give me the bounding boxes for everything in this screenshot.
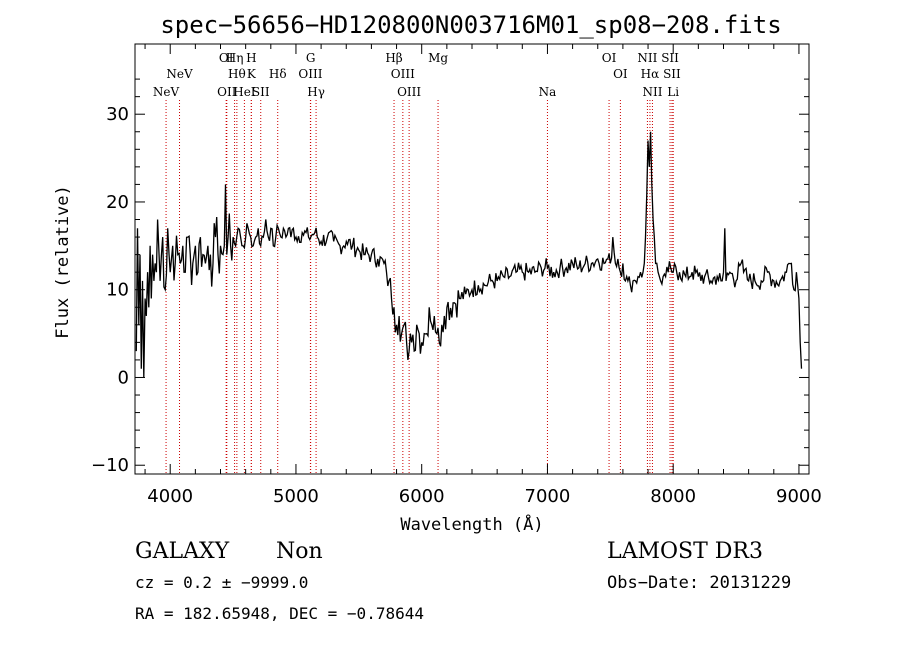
y-tick-label: 20: [106, 192, 129, 213]
emission-line-label: Hγ: [307, 85, 325, 99]
emission-line-label: Hη: [226, 51, 244, 65]
emission-line-label: K: [247, 67, 257, 81]
emission-line-label: OII: [217, 85, 237, 99]
y-tick-label: 10: [106, 280, 129, 301]
y-tick-label: 30: [106, 104, 129, 125]
emission-line-label: NeV: [166, 67, 193, 81]
object-subclass: Non: [276, 539, 323, 564]
y-axis-label: Flux (relative): [53, 185, 73, 339]
axis-ticks: [135, 44, 809, 474]
emission-line-label: SII: [661, 51, 679, 65]
emission-line-label: Na: [539, 85, 557, 99]
emission-line-label: OIII: [298, 67, 322, 81]
cz-value: cz = 0.2 ± −9999.0: [135, 573, 308, 592]
emission-line-label: H: [246, 51, 256, 65]
axis-tick-labels: 4000 5000 6000 7000 8000 9000 −10 0 10 20 30: [91, 104, 822, 507]
survey-name: LAMOST DR3: [607, 539, 763, 564]
emission-line-label: SII: [252, 85, 270, 99]
emission-line-label: OIII: [397, 85, 421, 99]
x-tick-label: 8000: [650, 486, 696, 507]
y-tick-label: 0: [118, 367, 129, 388]
x-tick-label: 7000: [525, 486, 571, 507]
emission-line-label: NeV: [153, 85, 180, 99]
x-tick-label: 9000: [776, 486, 822, 507]
emission-line-label: NII: [637, 51, 657, 65]
emission-line-markers: [165, 100, 674, 474]
x-tick-label: 4000: [147, 486, 193, 507]
object-class: GALAXY: [135, 539, 230, 564]
plot-frame: [134, 43, 810, 475]
emission-line-label: OI: [602, 51, 617, 65]
emission-line-label: Hθ: [228, 67, 246, 81]
emission-line-label: Hα: [641, 67, 660, 81]
emission-line-label: SII: [663, 67, 681, 81]
emission-line-label: G: [306, 51, 316, 65]
spectrum-line: [135, 131, 803, 378]
emission-line-label: OIII: [391, 67, 415, 81]
emission-line-label: Hδ: [269, 67, 287, 81]
emission-line-labels: NeV NeV OI OII Hη Hθ HeI HK SII Hδ G OIII Hγ Hβ OIII OI…: [153, 51, 681, 99]
emission-line-label: Li: [667, 85, 679, 99]
emission-line-label: OI: [613, 67, 628, 81]
emission-line-label: OI: [219, 51, 234, 65]
emission-line-label: HeI: [233, 85, 256, 99]
y-tick-label: −10: [91, 455, 129, 476]
x-tick-label: 5000: [273, 486, 319, 507]
x-axis-label: Wavelength (Å): [400, 513, 543, 535]
ra-dec: RA = 182.65948, DEC = −0.78644: [135, 604, 424, 623]
obs-date: Obs−Date: 20131229: [607, 573, 791, 593]
emission-line-label: Mg: [428, 51, 448, 65]
emission-line-label: NII: [642, 85, 662, 99]
x-tick-label: 6000: [399, 486, 445, 507]
emission-line-label: Hβ: [385, 51, 402, 65]
chart-title: spec−56656−HD120800N003716M01_sp08−208.f…: [160, 11, 781, 39]
